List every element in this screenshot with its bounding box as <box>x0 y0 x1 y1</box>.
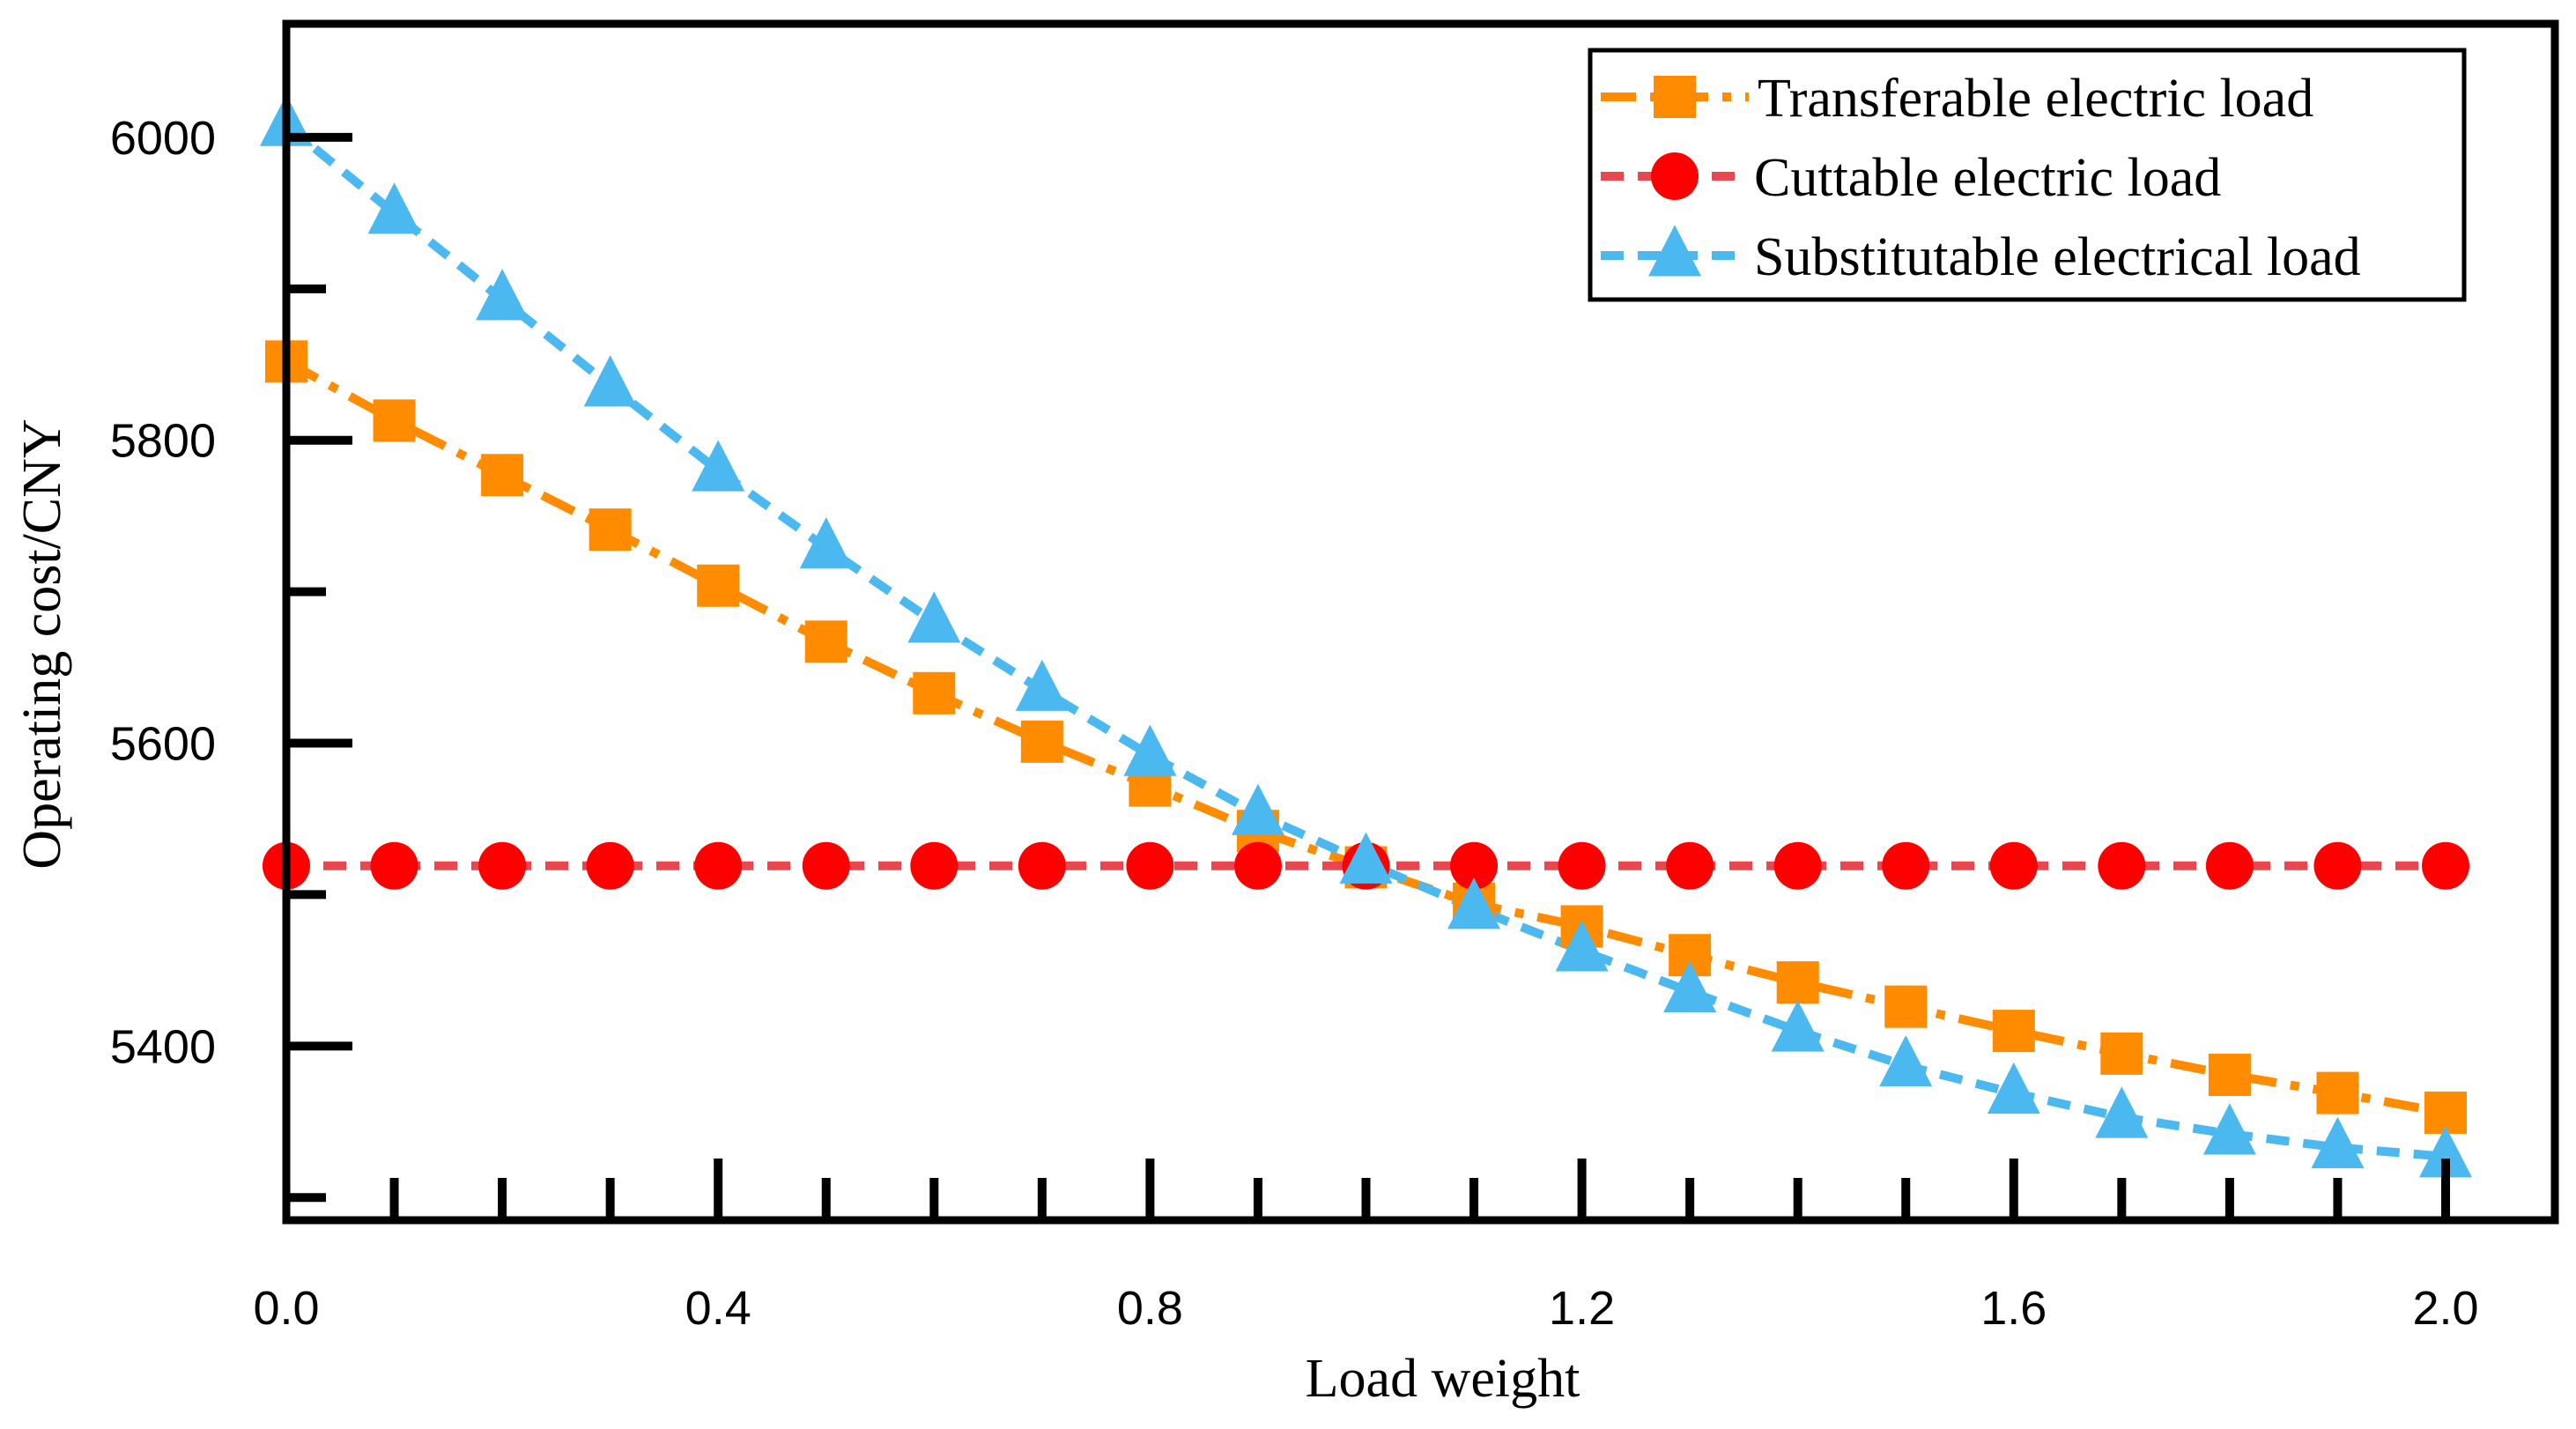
tick-labels: 0.0 0.4 0.8 1.2 1.6 2.0 5400 5600 5800 6000 <box>110 112 2479 1335</box>
transferable-point <box>804 620 848 663</box>
x-axis-title: Load weight <box>1306 1349 1580 1409</box>
legend-box <box>1588 48 2467 302</box>
series-markers <box>260 94 2472 1178</box>
substitutable-point <box>799 517 853 569</box>
cuttable-point <box>694 841 743 890</box>
x-tick-label: 0.0 <box>253 1282 319 1335</box>
cuttable-point <box>2313 841 2362 890</box>
substitutable-point <box>476 269 529 321</box>
cuttable-point <box>1666 841 1714 890</box>
substitutable-point <box>1879 1034 1933 1087</box>
transferable-point <box>2208 1053 2251 1096</box>
substitutable-point <box>583 355 637 407</box>
substitutable-point <box>1231 783 1284 835</box>
cuttable-point <box>1126 841 1174 890</box>
cuttable-point <box>2205 841 2254 890</box>
substitutable-point <box>907 591 961 643</box>
y-tick-label: 5400 <box>110 1020 216 1073</box>
transferable-point <box>1776 961 1819 1004</box>
x-tick-label: 2.0 <box>2412 1282 2478 1335</box>
transferable-point <box>588 508 632 552</box>
cuttable-point <box>1989 841 2038 890</box>
transferable-point <box>2316 1071 2359 1114</box>
y-axis-title: Operating cost/CNY <box>12 418 72 869</box>
cuttable-point <box>2098 841 2146 890</box>
x-tick-label: 0.8 <box>1117 1282 1183 1335</box>
substitutable-point <box>1339 832 1393 884</box>
axis-ticks <box>286 132 2450 1220</box>
y-tick-label: 5800 <box>110 415 216 468</box>
substitutable-point <box>367 182 421 234</box>
transferable-point <box>373 399 416 442</box>
substitutable-point <box>2095 1086 2149 1138</box>
cuttable-point <box>1882 841 1930 890</box>
substitutable-legend-label: Substitutable electrical load <box>1754 227 2361 287</box>
substitutable-point <box>2202 1103 2256 1155</box>
substitutable-point <box>1015 659 1069 711</box>
transferable-legend-label: Transferable electric load <box>1758 69 2313 129</box>
transferable-point <box>1884 985 1928 1028</box>
substitutable-point <box>2419 1126 2472 1178</box>
transferable-line <box>284 357 2446 1117</box>
transferable-point <box>2100 1032 2143 1075</box>
cuttable-point <box>1018 841 1066 890</box>
transferable-point <box>697 564 740 607</box>
substitutable-point <box>1555 920 1609 972</box>
substitutable-point <box>1663 960 1717 1012</box>
transferable-legend-marker <box>1654 76 1696 118</box>
cuttable-point <box>1233 841 1282 890</box>
substitutable-legend-marker <box>1648 225 1701 277</box>
cuttable-point <box>802 841 850 890</box>
x-tick-label: 0.4 <box>685 1282 751 1335</box>
cuttable-legend-marker <box>1651 152 1699 200</box>
substitutable-point <box>2311 1116 2365 1169</box>
cuttable-point <box>1773 841 1822 890</box>
substitutable-point <box>1123 724 1177 776</box>
substitutable-point <box>1447 877 1501 929</box>
cuttable-point <box>370 841 418 890</box>
cuttable-point <box>2422 841 2469 890</box>
cuttable-point <box>1558 841 1606 890</box>
substitutable-point <box>1771 1000 1825 1052</box>
y-tick-label: 5600 <box>110 718 216 771</box>
y-tick-label: 6000 <box>110 112 216 165</box>
substitutable-point <box>1987 1062 2040 1114</box>
transferable-point <box>1020 720 1063 763</box>
cuttable-legend-label: Cuttable electric load <box>1754 148 2221 208</box>
cuttable-point <box>478 841 527 890</box>
x-tick-label: 1.2 <box>1549 1282 1615 1335</box>
substitutable-point <box>692 440 745 492</box>
x-tick-label: 1.6 <box>1980 1282 2047 1335</box>
cuttable-point <box>586 841 634 890</box>
transferable-point <box>1992 1010 2035 1053</box>
cuttable-point <box>1450 841 1499 890</box>
cuttable-point <box>910 841 959 890</box>
transferable-point <box>913 671 956 714</box>
legend: Transferable electric load Cuttable elect… <box>1588 48 2467 302</box>
transferable-point <box>481 454 524 497</box>
plot-frame <box>282 19 2559 1225</box>
